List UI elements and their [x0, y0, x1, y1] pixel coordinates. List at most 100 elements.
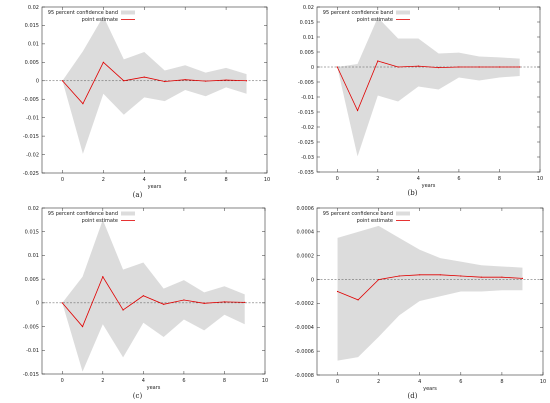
- confidence-band: [62, 219, 245, 372]
- y-tick-label: -0.01: [26, 348, 39, 354]
- plot-frame: [41, 6, 268, 174]
- caption-b: (b): [407, 189, 418, 197]
- point-estimate-point: [203, 302, 205, 304]
- y-tick-label: 0.005: [25, 277, 39, 283]
- legend-band-label: 95 percent confidence band: [48, 211, 118, 217]
- y-tick-label: 0.02: [28, 5, 39, 11]
- point-estimate-point: [357, 299, 359, 301]
- chart-b: -0.035 -0.03 -0.025 -0.02 -0.015 -0.01 -0.005 0…: [298, 5, 543, 189]
- point-estimate-line: [62, 61, 247, 105]
- point-estimate-point: [397, 66, 399, 68]
- point-estimate-point: [378, 278, 380, 281]
- point-estimate-point: [460, 275, 462, 277]
- x-tick-label: 10: [262, 378, 268, 384]
- y-tick-label: -0.0008: [295, 373, 314, 379]
- y-tick-label: 0.015: [300, 20, 314, 26]
- y-tick-label: 0.01: [28, 253, 39, 259]
- point-estimate-point: [417, 65, 419, 67]
- y-tick-label: -0.01: [301, 95, 314, 101]
- x-tick-label: 2: [377, 379, 380, 385]
- point-estimate-point: [143, 76, 145, 78]
- legend-band-swatch: [121, 10, 135, 15]
- point-estimate-point: [205, 80, 207, 82]
- point-estimate-point: [521, 277, 524, 279]
- x-tick-label: 4: [417, 176, 420, 182]
- point-estimate-point: [61, 80, 64, 82]
- y-tick-label: 0: [311, 65, 314, 71]
- x-tick-label: 2: [376, 176, 379, 182]
- point-estimate-point: [498, 66, 501, 68]
- point-estimate-point: [377, 60, 379, 62]
- plot-frame: [316, 207, 544, 376]
- point-estimate-line: [61, 275, 245, 328]
- x-tick-label: 8: [223, 378, 226, 384]
- point-estimate-point: [61, 302, 63, 304]
- y-tick-label: 0.015: [25, 23, 39, 29]
- point-estimate-point: [123, 80, 125, 82]
- y-tick-label: 0.01: [28, 42, 39, 48]
- plot-frame: [316, 6, 541, 173]
- caption-c: (c): [132, 392, 143, 400]
- point-estimate-point: [245, 80, 248, 82]
- point-estimate-point: [419, 274, 421, 276]
- y-tick-label: -0.015: [23, 134, 39, 140]
- confidence-band: [62, 16, 247, 154]
- x-tick-label: 6: [182, 378, 185, 384]
- x-tick-label: 10: [264, 177, 270, 183]
- point-estimate-point: [102, 276, 104, 278]
- y-tick-label: -0.005: [23, 97, 39, 103]
- chart-panel-c: -0.015 -0.01 -0.005 0 0.005 0.01 0.015 0.02 0 2 4 6…: [0, 202, 275, 403]
- legend-line-label: point estimate: [82, 17, 118, 23]
- y-tick-label: 0.005: [25, 60, 39, 66]
- y-tick-label: -0.025: [23, 171, 39, 177]
- point-estimate-point: [102, 61, 104, 63]
- y-tick-label: -0.0006: [295, 349, 314, 355]
- point-estimate-point: [225, 79, 227, 81]
- point-estimate-point: [163, 303, 165, 305]
- x-tick-label: 0: [336, 379, 339, 385]
- y-tick-label: -0.0004: [295, 325, 314, 331]
- legend-band-label: 95 percent confidence band: [48, 10, 118, 16]
- plot-frame: [41, 207, 266, 375]
- point-estimate-point: [164, 80, 166, 83]
- y-tick-label: -0.01: [26, 115, 39, 121]
- x-axis-label: years: [147, 385, 161, 391]
- point-estimate-point: [122, 309, 124, 311]
- chart-c: -0.015 -0.01 -0.005 0 0.005 0.01 0.015 0.02 0 2 4 6…: [23, 206, 268, 391]
- y-tick-label: 0.0006: [297, 206, 315, 212]
- point-estimate-line: [336, 60, 520, 112]
- y-tick-label: -0.0002: [295, 301, 314, 307]
- y-tick-label: -0.035: [298, 170, 314, 176]
- legend-band-swatch: [396, 211, 410, 216]
- y-tick-label: 0.0002: [297, 254, 315, 260]
- y-tick-label: 0.02: [303, 5, 314, 11]
- x-tick-label: 10: [540, 379, 546, 385]
- point-estimate-point: [183, 299, 185, 301]
- chart-a: -0.025 -0.02 -0.015 -0.01 -0.005 0 0.005 0.01 0.…: [23, 5, 270, 190]
- chart-panel-d: -0.0008 -0.0006 -0.0004 -0.0002 0 0.0002 0.000…: [275, 202, 550, 403]
- y-tick-label: 0.01: [303, 35, 314, 41]
- x-tick-label: 4: [142, 378, 145, 384]
- caption-a: (a): [132, 191, 143, 199]
- chart-d: -0.0008 -0.0006 -0.0004 -0.0002 0 0.0002 0.000…: [295, 206, 547, 392]
- legend-band-swatch: [121, 211, 135, 216]
- x-tick-label: 6: [184, 177, 187, 183]
- caption-d: (d): [407, 392, 418, 400]
- y-tick-label: -0.005: [23, 324, 39, 330]
- y-tick-label: 0: [36, 79, 39, 85]
- point-estimate-point: [398, 275, 400, 277]
- confidence-band: [337, 225, 523, 361]
- x-tick-label: 8: [224, 177, 227, 183]
- x-tick-label: 4: [143, 177, 146, 183]
- point-estimate-point: [82, 103, 84, 105]
- chart-panel-b: -0.035 -0.03 -0.025 -0.02 -0.015 -0.01 -0.005 0…: [275, 0, 550, 202]
- point-estimate-point: [458, 66, 460, 68]
- x-tick-label: 8: [500, 379, 503, 385]
- y-tick-label: 0.015: [25, 230, 39, 236]
- y-tick-label: 0: [311, 277, 314, 283]
- x-tick-label: 0: [61, 378, 64, 384]
- x-axis-label: years: [422, 183, 436, 189]
- legend-band-label: 95 percent confidence band: [323, 10, 393, 16]
- x-tick-label: 6: [459, 379, 462, 385]
- confidence-band: [337, 17, 520, 157]
